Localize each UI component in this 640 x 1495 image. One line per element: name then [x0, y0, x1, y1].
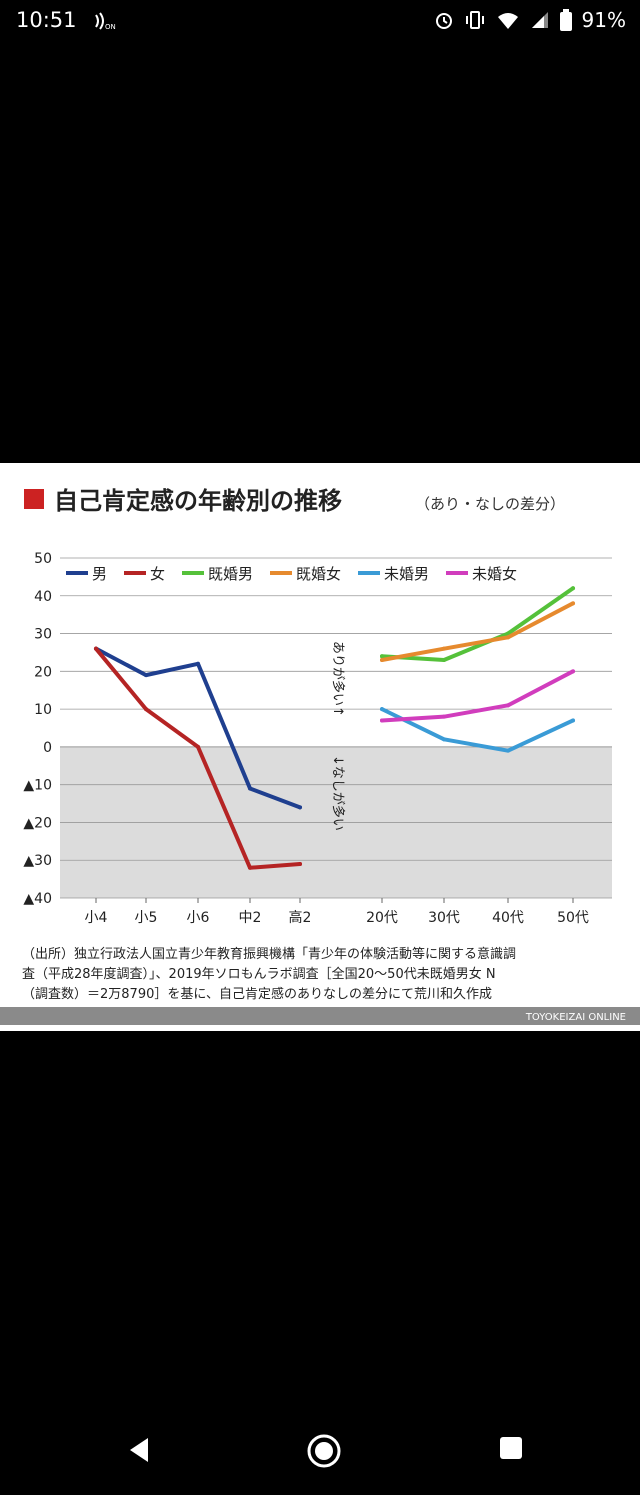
annotation-above: ありが多い↑ [330, 641, 346, 717]
data-point-既婚女 [506, 635, 510, 640]
y-tick-label: 10 [34, 702, 52, 718]
title-marker [24, 489, 44, 509]
navigation-bar [0, 1415, 640, 1495]
data-point-男 [196, 661, 200, 666]
source-line-1: （出所）独立行政法人国立青少年教育振興機構「青少年の体験活動等に関する意識調 [22, 946, 516, 962]
data-point-既婚女 [380, 658, 384, 662]
wifi-icon [497, 13, 518, 29]
y-tick-label: ▲30 [23, 853, 52, 869]
svg-text:ON: ON [105, 23, 116, 31]
legend-label: 未婚男 [384, 565, 429, 583]
y-tick-label: 20 [34, 664, 52, 680]
footer-brand: TOYOKEIZAI ONLINE [525, 1012, 626, 1023]
y-tick-label: 30 [34, 627, 52, 643]
series-line-既婚男 [380, 586, 575, 662]
data-point-女 [196, 744, 200, 749]
x-axis: 小4 小5 小6 中2 高2 20代 30代 40代 50代 [85, 898, 589, 926]
x-tick-label: 高2 [289, 909, 312, 926]
data-point-既婚男 [380, 654, 384, 659]
status-bar: 10:51 ON 91% [0, 0, 640, 44]
battery-icon [559, 9, 572, 31]
series-lines [94, 586, 575, 870]
y-tick-label: 0 [43, 740, 52, 756]
home-button[interactable] [306, 1433, 342, 1469]
data-point-未婚女 [442, 714, 446, 719]
status-icons: 91% [434, 8, 626, 32]
battery-percent: 91% [581, 8, 626, 32]
y-tick-label: ▲40 [23, 891, 52, 907]
data-point-男 [298, 805, 302, 810]
series-line-未婚男 [380, 707, 575, 753]
data-point-女 [144, 707, 148, 712]
data-point-既婚男 [571, 586, 575, 591]
footer-bar [0, 1007, 640, 1025]
x-tick-label: 中2 [239, 910, 262, 926]
chart-subtitle: （あり・なしの差分） [415, 495, 565, 513]
legend-label: 未婚女 [472, 565, 517, 583]
annotation-below: ↓なしが多い [330, 755, 346, 831]
grid [60, 557, 612, 899]
chart-image: 自己肯定感の年齢別の推移 （あり・なしの差分） 50 40 30 20 10 0 ▲10 ▲2… [0, 463, 640, 1031]
y-tick-label: 50 [34, 551, 52, 567]
series-line-既婚女 [380, 601, 575, 662]
data-point-未婚男 [380, 707, 384, 712]
x-tick-label: 小5 [135, 910, 158, 926]
data-point-男 [248, 786, 252, 791]
legend-label: 男 [92, 565, 107, 583]
data-point-女 [248, 865, 252, 870]
data-point-既婚男 [442, 658, 446, 662]
source-line-2: 査（平成28年度調査）」、2019年ソロもんラボ調査［全国20〜50代未既婚男女… [22, 966, 496, 982]
x-tick-label: 30代 [428, 910, 460, 926]
recents-button[interactable] [496, 1433, 526, 1463]
chart-title: 自己肯定感の年齢別の推移 [54, 487, 342, 515]
data-point-未婚女 [571, 669, 575, 674]
data-point-女 [94, 646, 98, 651]
y-tick-label: 40 [34, 589, 52, 605]
y-tick-label: ▲20 [23, 815, 52, 831]
data-point-未婚女 [380, 718, 384, 723]
data-point-未婚男 [442, 737, 446, 742]
legend-label: 既婚男 [208, 565, 253, 583]
data-point-女 [298, 862, 302, 866]
source-line-3: （調査数）＝2万8790］を基に、自己肯定感のありなしの差分にて荒川和久作成 [22, 986, 492, 1002]
data-point-未婚男 [506, 748, 510, 753]
data-point-未婚女 [506, 703, 510, 708]
vibrate-icon [465, 11, 484, 29]
legend: 男 女 既婚男 既婚女 未婚男 未婚女 [66, 565, 517, 583]
chart: 自己肯定感の年齢別の推移 （あり・なしの差分） 50 40 30 20 10 0 ▲10 ▲2… [0, 487, 640, 1025]
x-tick-label: 20代 [366, 910, 398, 926]
data-point-男 [144, 673, 148, 678]
y-tick-label: ▲10 [23, 778, 52, 794]
status-time: 10:51 [16, 8, 77, 32]
legend-label: 女 [150, 565, 165, 583]
x-tick-label: 小4 [85, 910, 108, 926]
series-line-未婚女 [380, 669, 575, 723]
data-point-既婚女 [442, 646, 446, 651]
legend-label: 既婚女 [296, 565, 341, 583]
data-point-未婚男 [571, 718, 575, 723]
data-point-既婚女 [571, 601, 575, 606]
alarm-icon [435, 13, 452, 29]
x-tick-label: 40代 [492, 910, 524, 926]
nfc-icon: ON [95, 12, 116, 31]
y-axis: 50 40 30 20 10 0 ▲10 ▲20 ▲30 ▲40 [23, 551, 52, 907]
signal-icon [531, 12, 548, 28]
x-tick-label: 50代 [557, 910, 589, 926]
back-button[interactable] [122, 1433, 156, 1467]
x-tick-label: 小6 [187, 910, 210, 926]
